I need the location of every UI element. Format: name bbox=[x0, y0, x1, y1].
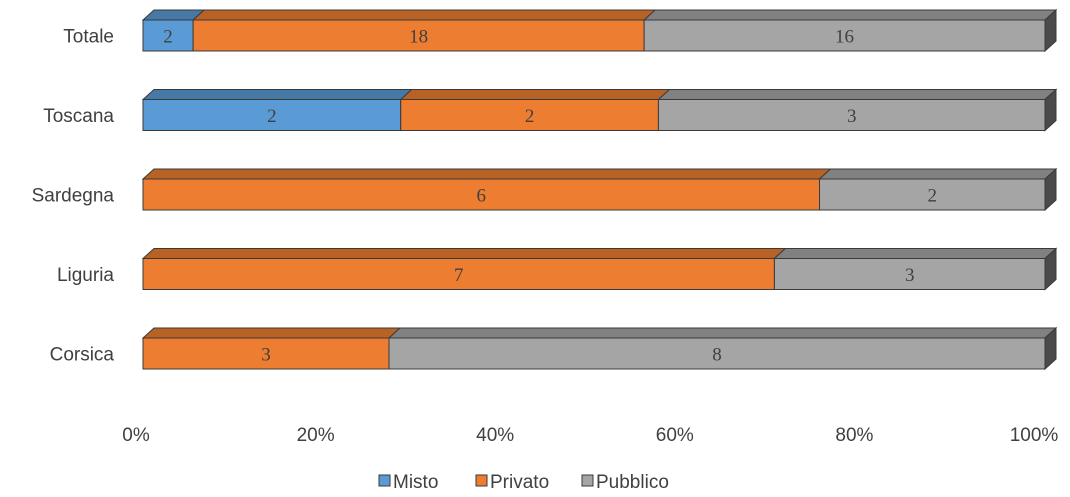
bar-top-face bbox=[141, 327, 402, 339]
x-tick-label: 100% bbox=[1010, 425, 1059, 446]
bar-top-face bbox=[399, 89, 671, 100]
x-axis-tick-labels: 0% 20% 40% 60% 80% 100% bbox=[122, 425, 1058, 446]
bar-top-face bbox=[818, 168, 1058, 180]
bar-segment-pubblico bbox=[819, 178, 1046, 211]
bar-segment-privato bbox=[400, 99, 659, 131]
bar-side-face bbox=[1044, 247, 1057, 291]
data-label: 6 bbox=[477, 186, 487, 207]
data-label: 3 bbox=[847, 106, 857, 127]
data-label: 2 bbox=[163, 27, 173, 48]
data-label: 7 bbox=[454, 265, 464, 286]
bar-side-face bbox=[1044, 326, 1057, 371]
category-label: Corsica bbox=[50, 345, 115, 366]
bar-top-face bbox=[657, 89, 1058, 100]
x-tick-label: 0% bbox=[122, 425, 150, 446]
bars-group bbox=[141, 8, 1058, 371]
data-label: 16 bbox=[835, 27, 854, 48]
legend: Misto Privato Pubblico bbox=[378, 472, 669, 493]
bar-top-face bbox=[141, 248, 787, 259]
bar-top-face bbox=[141, 89, 414, 100]
bar-segment-pubblico bbox=[388, 337, 1046, 370]
bar-top-face bbox=[773, 248, 1058, 259]
bar-segment-privato bbox=[142, 258, 775, 290]
data-labels: 2 18 16 2 2 3 6 2 7 3 3 8 bbox=[163, 27, 937, 366]
bar-top-face bbox=[642, 9, 1058, 21]
bar-side-face bbox=[1044, 8, 1057, 53]
bar-side-face bbox=[1044, 167, 1057, 212]
bar-segment-privato bbox=[142, 178, 820, 211]
data-label: 3 bbox=[905, 265, 915, 286]
legend-label-misto: Misto bbox=[393, 472, 438, 493]
data-label: 18 bbox=[409, 27, 428, 48]
x-tick-label: 80% bbox=[835, 425, 873, 446]
category-label: Sardegna bbox=[32, 186, 115, 207]
bar-segment-privato bbox=[192, 19, 645, 52]
category-label: Totale bbox=[63, 27, 114, 48]
bar-segment-pubblico bbox=[643, 19, 1046, 52]
x-tick-label: 40% bbox=[476, 425, 514, 446]
x-tick-label: 60% bbox=[656, 425, 694, 446]
bar-side-face bbox=[1044, 88, 1057, 132]
data-label: 8 bbox=[712, 345, 722, 366]
bar-segment-pubblico bbox=[773, 258, 1046, 290]
legend-swatch-misto bbox=[378, 474, 391, 487]
bar-top-face bbox=[387, 327, 1058, 339]
data-label: 3 bbox=[261, 345, 271, 366]
legend-swatch-pubblico bbox=[581, 474, 594, 487]
bar-top-face bbox=[141, 168, 832, 180]
legend-swatch-privato bbox=[475, 474, 488, 487]
x-tick-label: 20% bbox=[297, 425, 335, 446]
data-label: 2 bbox=[267, 106, 277, 127]
category-label: Liguria bbox=[57, 265, 114, 286]
legend-label-pubblico: Pubblico bbox=[596, 472, 669, 493]
legend-label-privato: Privato bbox=[490, 472, 549, 493]
bar-top-face bbox=[191, 9, 657, 21]
category-label: Toscana bbox=[43, 106, 114, 127]
data-label: 2 bbox=[525, 106, 535, 127]
data-label: 2 bbox=[928, 186, 938, 207]
category-labels: Totale Toscana Sardegna Liguria Corsica bbox=[32, 27, 115, 366]
